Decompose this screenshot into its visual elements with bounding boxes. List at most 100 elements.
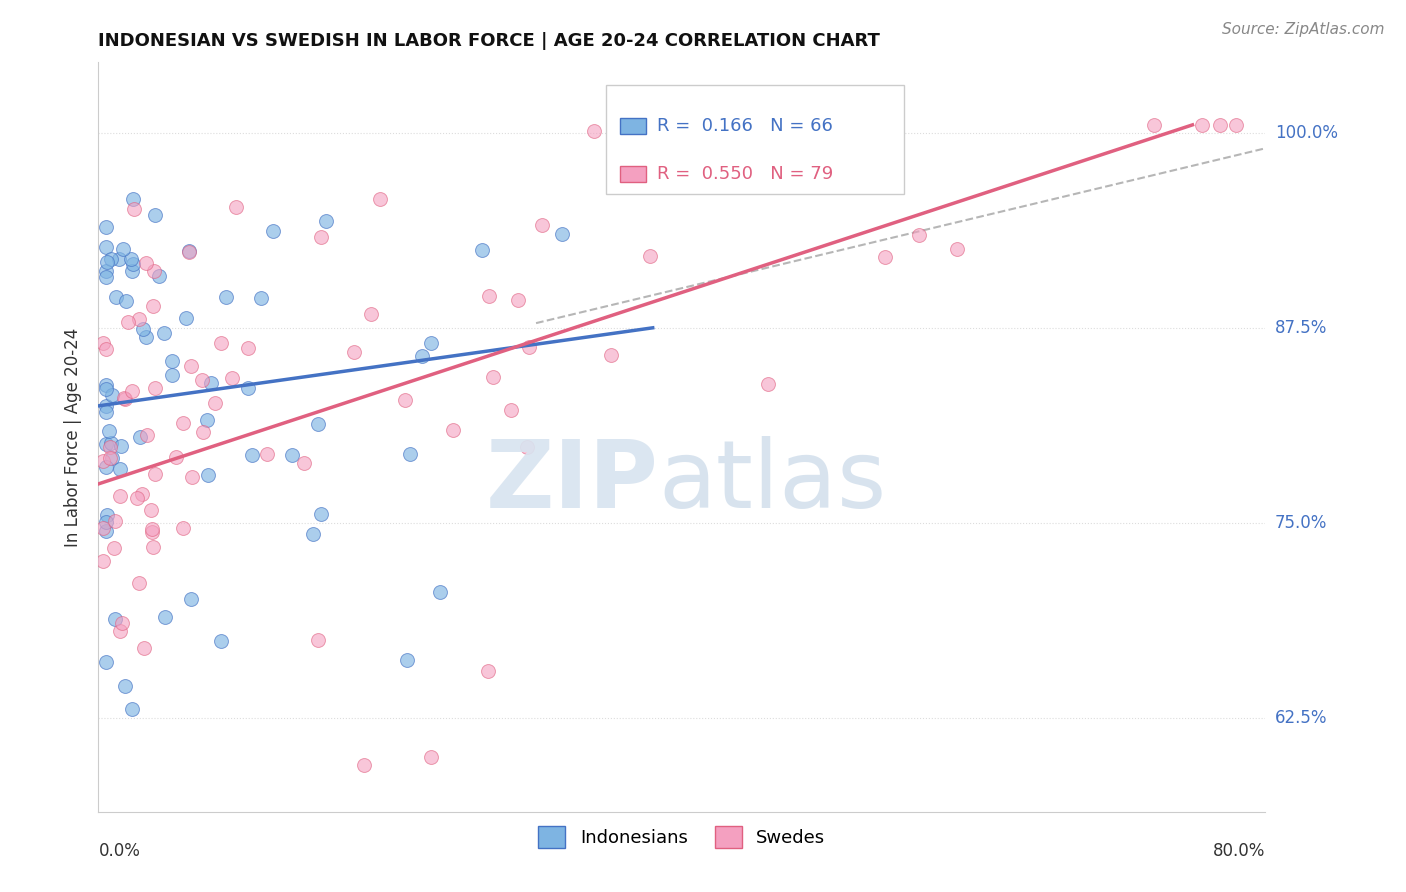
Point (152, 326, 174, 341)
Point (103, 541, 125, 556)
Point (104, 612, 127, 626)
Point (195, 413, 218, 427)
Point (262, 224, 284, 238)
Point (121, 264, 143, 278)
Point (128, 312, 150, 326)
Point (94, 240, 117, 254)
Point (100, 387, 122, 401)
Point (96, 508, 118, 523)
Point (108, 624, 131, 639)
Point (172, 416, 194, 430)
Point (221, 370, 243, 384)
Point (292, 456, 315, 470)
Text: 100.0%: 100.0% (1275, 124, 1339, 142)
Point (215, 290, 238, 304)
Point (516, 441, 538, 455)
Point (1191, 118, 1213, 132)
Point (398, 448, 420, 462)
Point (122, 202, 145, 216)
Point (172, 521, 194, 535)
FancyBboxPatch shape (620, 118, 645, 135)
Point (94, 655, 117, 669)
Point (134, 641, 156, 656)
Point (530, 219, 553, 233)
Point (307, 417, 329, 431)
Point (419, 336, 441, 351)
Point (179, 244, 201, 258)
Point (550, 227, 572, 241)
Point (225, 200, 247, 214)
Point (481, 370, 503, 384)
Point (91, 336, 114, 351)
Point (135, 330, 157, 344)
Point (141, 522, 163, 536)
Text: 87.5%: 87.5% (1275, 318, 1327, 337)
Point (94, 264, 117, 278)
Point (96, 255, 118, 269)
Point (153, 610, 176, 624)
Point (907, 227, 929, 242)
Point (94, 524, 117, 539)
Point (100, 451, 122, 466)
Point (136, 427, 159, 442)
Text: 75.0%: 75.0% (1275, 514, 1327, 532)
Point (471, 244, 494, 258)
Point (125, 491, 148, 505)
Point (141, 502, 163, 516)
Point (100, 435, 122, 450)
Y-axis label: In Labor Force | Age 20-24: In Labor Force | Age 20-24 (65, 327, 83, 547)
Point (1209, 118, 1232, 132)
Point (200, 376, 222, 391)
Point (104, 290, 127, 304)
Point (353, 757, 375, 772)
Text: Source: ZipAtlas.com: Source: ZipAtlas.com (1222, 22, 1385, 37)
Point (132, 322, 155, 336)
Text: 62.5%: 62.5% (1275, 709, 1327, 727)
Point (477, 664, 499, 678)
Text: R =  0.550   N = 79: R = 0.550 N = 79 (658, 165, 834, 183)
Point (1225, 118, 1247, 132)
Point (108, 462, 131, 476)
Point (395, 653, 418, 667)
Point (143, 264, 166, 278)
Point (204, 396, 226, 410)
Point (148, 268, 170, 283)
Point (121, 192, 143, 206)
Point (143, 467, 166, 481)
Point (307, 632, 329, 647)
Point (142, 299, 165, 313)
Point (1143, 118, 1166, 132)
Point (91, 521, 114, 535)
Point (242, 448, 264, 462)
Point (129, 429, 152, 443)
Point (98, 451, 121, 466)
Point (945, 242, 967, 256)
Point (94, 219, 117, 234)
Point (209, 335, 232, 350)
Point (94, 343, 117, 357)
Point (250, 291, 273, 305)
Point (638, 249, 661, 263)
Point (120, 252, 142, 267)
Point (91, 454, 114, 468)
Point (174, 311, 197, 326)
Point (368, 192, 391, 206)
Point (209, 633, 232, 648)
Text: atlas: atlas (658, 436, 887, 528)
Point (94, 377, 117, 392)
Point (94, 405, 117, 419)
Point (343, 344, 366, 359)
Point (98, 440, 121, 454)
Point (91, 554, 114, 568)
Point (103, 514, 125, 528)
FancyBboxPatch shape (606, 85, 904, 194)
Point (143, 208, 166, 222)
Text: INDONESIAN VS SWEDISH IN LABOR FORCE | AGE 20-24 CORRELATION CHART: INDONESIAN VS SWEDISH IN LABOR FORCE | A… (98, 32, 880, 50)
Text: 80.0%: 80.0% (1213, 842, 1265, 860)
Point (583, 124, 606, 138)
Point (94, 399, 117, 413)
Point (141, 525, 163, 540)
Point (420, 750, 443, 764)
Point (135, 256, 157, 270)
Point (478, 289, 501, 303)
